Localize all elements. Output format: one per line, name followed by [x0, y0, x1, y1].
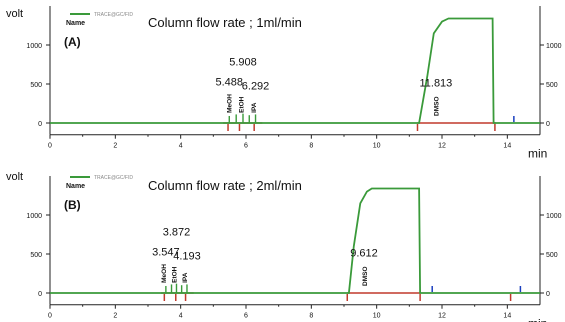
- compound-label: IPA: [182, 272, 189, 283]
- y-tick-label-right: 1000: [546, 43, 562, 50]
- x-axis-label: min: [528, 147, 547, 161]
- y-tick-label-right: 0: [546, 291, 550, 298]
- legend-name-label: Name: [66, 20, 85, 27]
- compound-label: MeOH: [226, 94, 233, 113]
- x-axis-label: min: [528, 317, 547, 322]
- y-tick-label-right: 0: [546, 121, 550, 128]
- x-tick-label: 14: [503, 313, 511, 320]
- compound-label: EtOH: [238, 96, 245, 113]
- y-tick-label-left: 0: [38, 121, 42, 128]
- panel-label: (B): [64, 198, 81, 212]
- y-tick-label-left: 1000: [26, 213, 42, 220]
- x-tick-label: 6: [244, 313, 248, 320]
- y-axis-label: volt: [6, 8, 23, 20]
- chart-title: Column flow rate ; 2ml/min: [148, 178, 302, 193]
- compound-label: DMSO: [362, 266, 369, 286]
- y-axis-label: volt: [6, 171, 23, 183]
- y-tick-label-right: 1000: [546, 213, 562, 220]
- peak-retention-label: 4.193: [173, 250, 201, 262]
- x-tick-label: 8: [309, 143, 313, 150]
- chart-title: Column flow rate ; 1ml/min: [148, 15, 302, 30]
- y-tick-label-left: 500: [30, 252, 42, 259]
- compound-label: MeOH: [161, 264, 168, 283]
- x-tick-label: 2: [113, 143, 117, 150]
- peak-retention-label: 5.908: [229, 56, 257, 68]
- peak-retention-label: 3.547: [152, 247, 180, 259]
- y-tick-label-left: 1000: [26, 43, 42, 50]
- x-tick-label: 12: [438, 313, 446, 320]
- x-tick-label: 4: [179, 143, 183, 150]
- compound-label: DMSO: [434, 96, 441, 116]
- peak-retention-label: 5.488: [216, 77, 244, 89]
- x-tick-label: 8: [309, 313, 313, 320]
- x-tick-label: 2: [113, 313, 117, 320]
- y-tick-label-right: 500: [546, 82, 558, 89]
- legend-line-label: TRACE@GC/FID: [94, 175, 133, 181]
- x-tick-label: 0: [48, 313, 52, 320]
- x-tick-label: 0: [48, 143, 52, 150]
- x-tick-label: 14: [503, 143, 511, 150]
- peak-retention-label: 9.612: [350, 247, 378, 259]
- compound-label: EtOH: [172, 266, 179, 283]
- y-tick-label-right: 500: [546, 252, 558, 259]
- chromatogram-trace: [50, 187, 540, 294]
- legend-line-label: TRACE@GC/FID: [94, 12, 133, 18]
- x-tick-label: 4: [179, 313, 183, 320]
- legend-name-label: Name: [66, 183, 85, 190]
- chromatogram-trace: [50, 17, 540, 124]
- compound-label: IPA: [251, 102, 258, 113]
- y-tick-label-left: 500: [30, 82, 42, 89]
- x-tick-label: 6: [244, 143, 248, 150]
- panel-label: (A): [64, 35, 81, 49]
- peak-retention-label: 11.813: [419, 77, 452, 89]
- x-tick-label: 10: [373, 313, 381, 320]
- peak-retention-label: 3.872: [163, 226, 191, 238]
- y-tick-label-left: 0: [38, 291, 42, 298]
- x-tick-label: 10: [373, 143, 381, 150]
- x-tick-label: 12: [438, 143, 446, 150]
- peak-retention-label: 6.292: [242, 80, 270, 92]
